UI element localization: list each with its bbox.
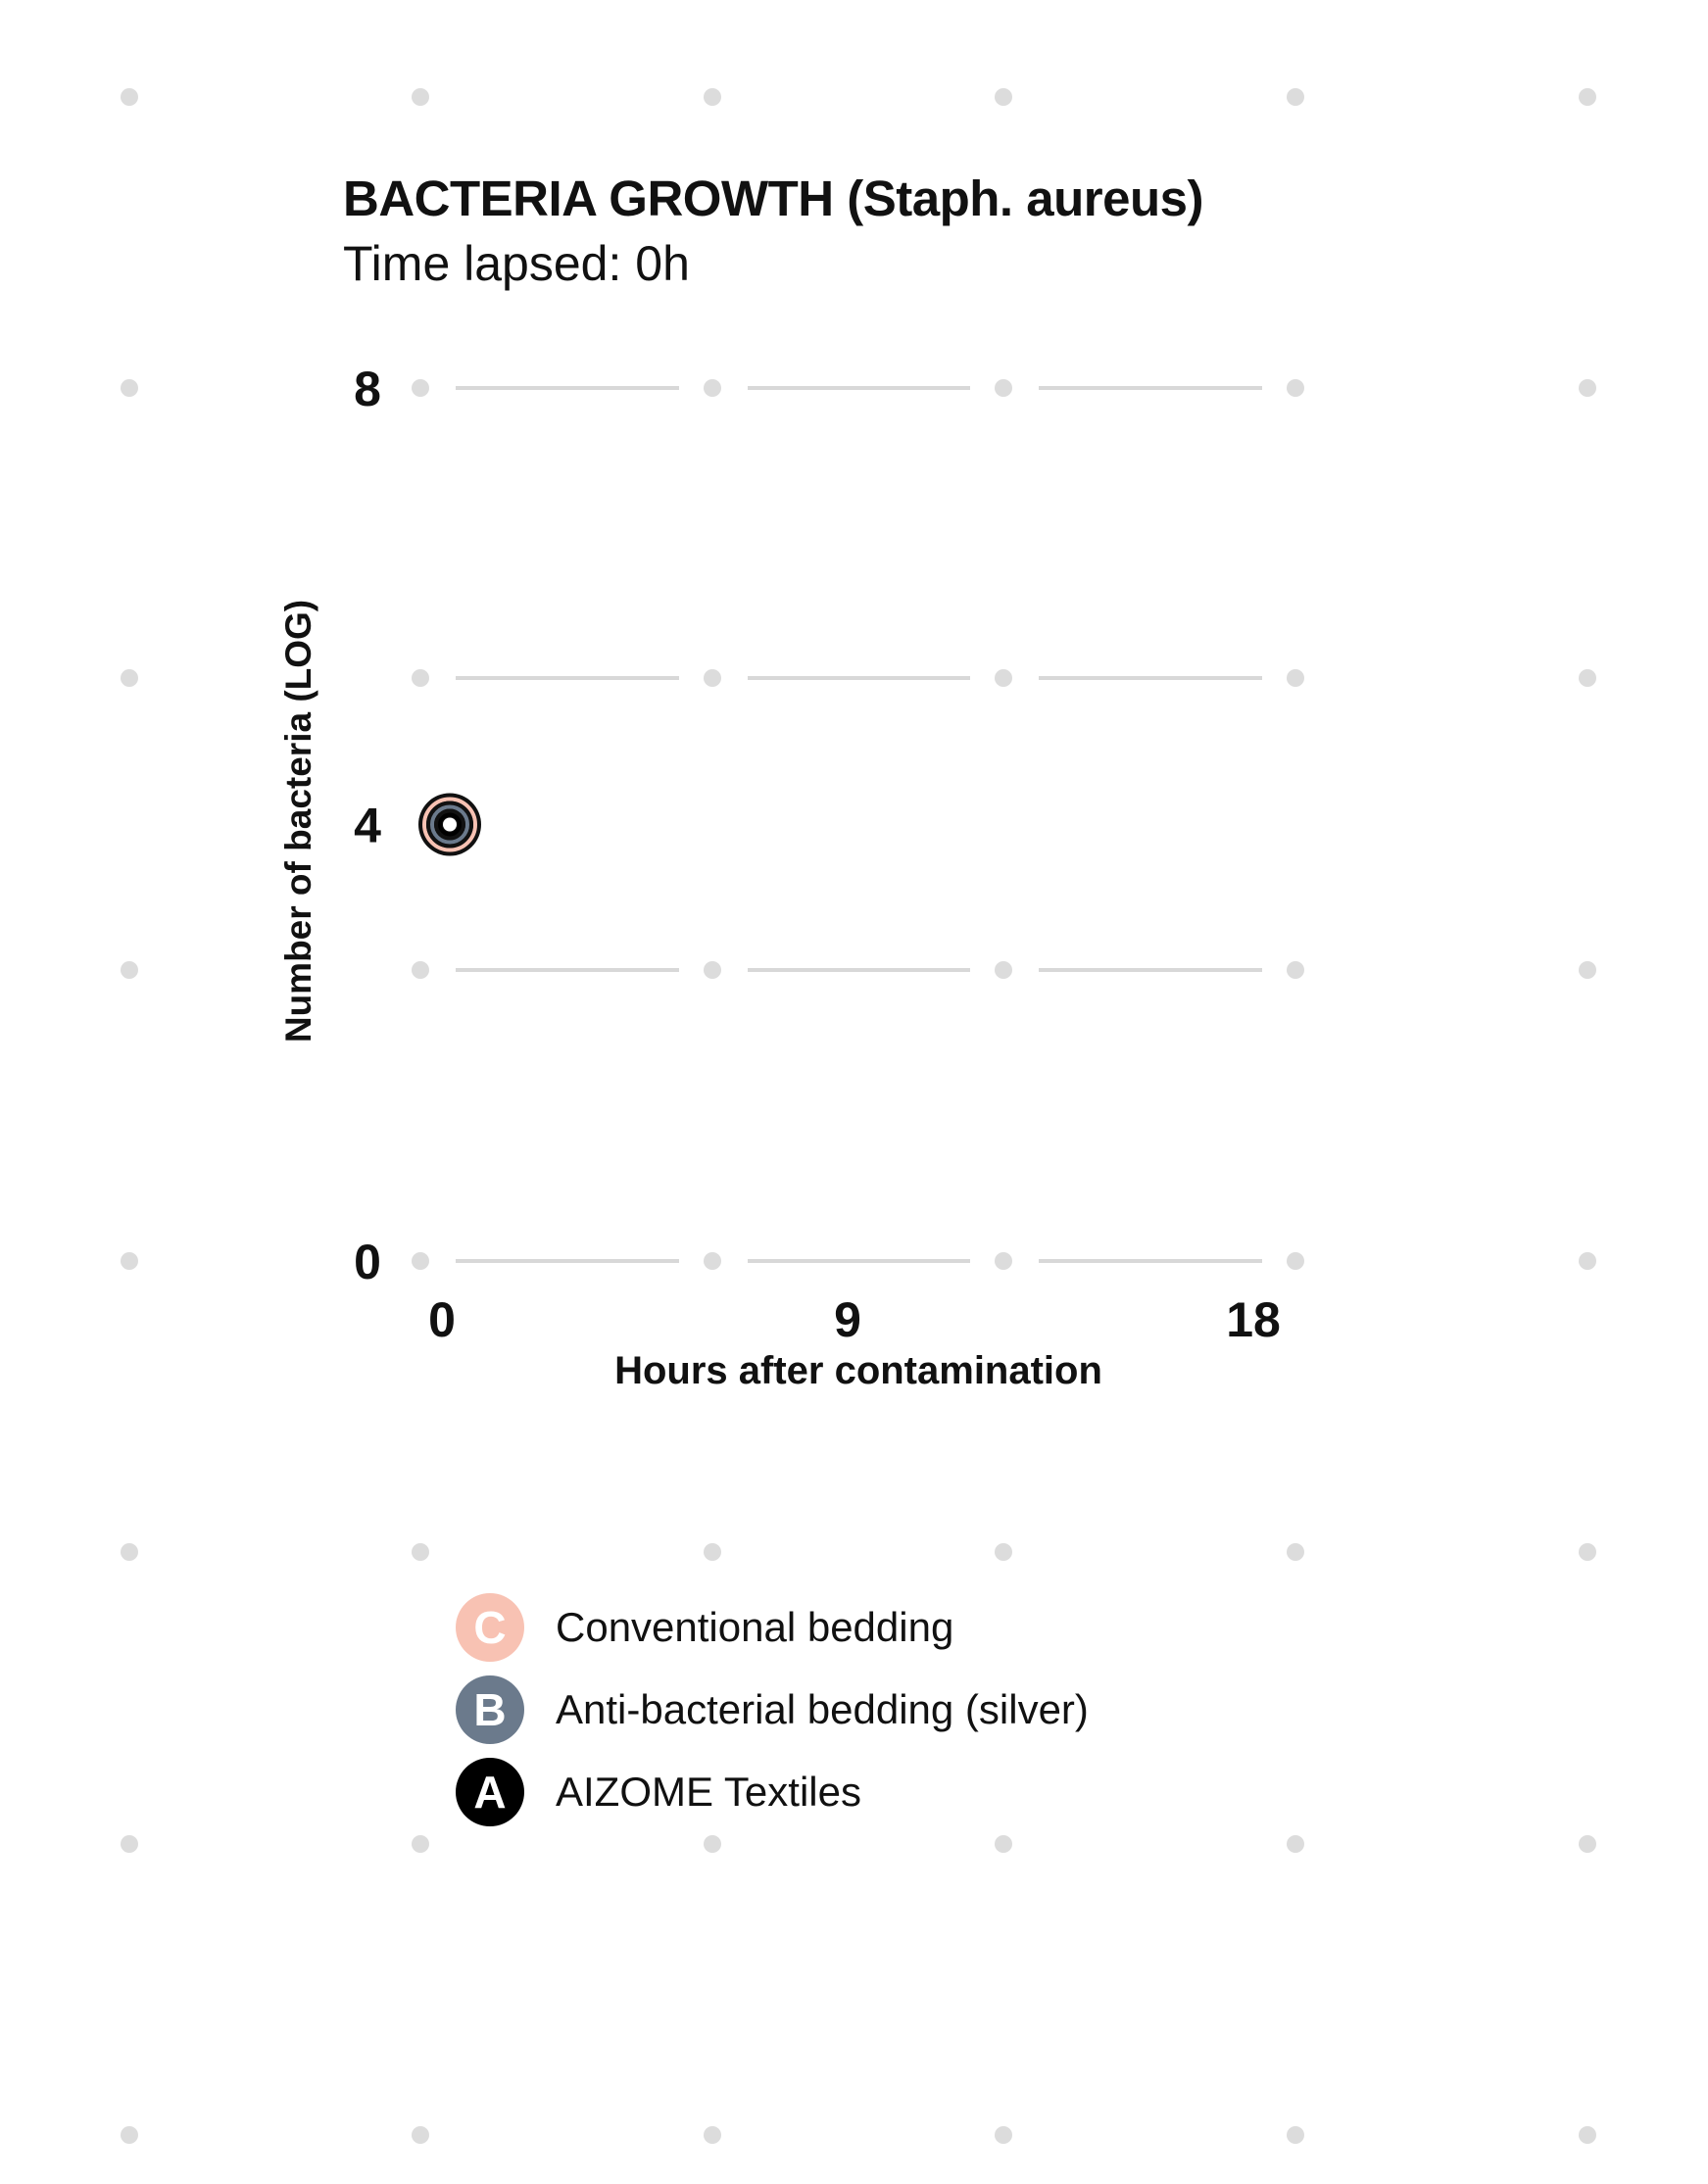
grid-dot [1287,1252,1304,1270]
grid-dot [1579,1835,1596,1853]
grid-dot [1287,669,1304,687]
grid-dot [121,88,138,106]
grid-dot [1287,88,1304,106]
legend: C Conventional bedding B Anti-bacterial … [456,1586,1089,1833]
grid-dot [995,379,1012,397]
grid-dot [412,1252,429,1270]
grid-dot [995,1543,1012,1561]
grid-dot [1287,2126,1304,2144]
grid-dot [995,88,1012,106]
grid-dot [412,88,429,106]
grid-dot [121,961,138,979]
data-points [418,793,481,856]
grid-dot [412,2126,429,2144]
grid-dot [1287,1543,1304,1561]
grid-dot [412,1835,429,1853]
y-axis-ticks: 0 4 8 [354,362,381,1289]
grid-dot [1287,961,1304,979]
grid-dot [704,1835,721,1853]
grid-dot [704,88,721,106]
chart-title: BACTERIA GROWTH (Staph. aureus) [343,170,1203,226]
grid-dot [121,1835,138,1853]
grid-dot [121,1543,138,1561]
legend-item-aizome: A AIZOME Textiles [456,1751,1089,1833]
y-tick-label: 8 [354,362,381,416]
legend-label: Anti-bacterial bedding (silver) [556,1686,1089,1732]
grid-dot [1579,379,1596,397]
y-tick-label: 4 [354,799,381,853]
data-point-b [430,804,469,845]
y-axis-label: Number of bacteria (LOG) [278,600,318,1043]
grid-dot [704,669,721,687]
grid-dot [995,1835,1012,1853]
grid-dot [995,961,1012,979]
grid-dot [412,379,429,397]
grid-dot [121,2126,138,2144]
legend-label: Conventional bedding [556,1604,954,1650]
legend-badge-b: B [456,1675,524,1744]
grid-dot [121,379,138,397]
grid-dot [1579,669,1596,687]
grid-dot [1579,961,1596,979]
grid-dot [704,961,721,979]
legend-badge-c: C [456,1593,524,1662]
grid-dot [412,961,429,979]
background-dot-grid [121,88,1596,2144]
grid-dot [412,669,429,687]
chart-subtitle: Time lapsed: 0h [343,236,690,291]
grid-dot [121,669,138,687]
grid-dot [1287,1835,1304,1853]
x-tick-label: 18 [1226,1292,1281,1347]
x-axis-label: Hours after contamination [614,1349,1102,1392]
grid-dot [1579,88,1596,106]
grid-dot [1287,379,1304,397]
gridlines [456,386,1262,1263]
grid-dot [704,1543,721,1561]
legend-item-anti-bacterial: B Anti-bacterial bedding (silver) [456,1669,1089,1751]
x-tick-label: 0 [428,1292,456,1347]
grid-dot [995,669,1012,687]
data-point-center [443,817,457,832]
grid-dot [704,379,721,397]
x-axis-ticks: 0 9 18 [428,1292,1281,1347]
data-point-c [422,797,477,852]
grid-dot [704,1252,721,1270]
grid-dot [1579,1543,1596,1561]
y-tick-label: 0 [354,1235,381,1289]
grid-dot [704,2126,721,2144]
legend-label: AIZOME Textiles [556,1769,861,1815]
grid-dot [995,1252,1012,1270]
legend-item-conventional: C Conventional bedding [456,1586,1089,1669]
legend-badge-a: A [456,1758,524,1826]
grid-dot [1579,2126,1596,2144]
data-point-a [438,812,462,837]
grid-dot [1579,1252,1596,1270]
x-tick-label: 9 [834,1292,861,1347]
grid-dot [412,1543,429,1561]
grid-dot [995,2126,1012,2144]
grid-dot [121,1252,138,1270]
